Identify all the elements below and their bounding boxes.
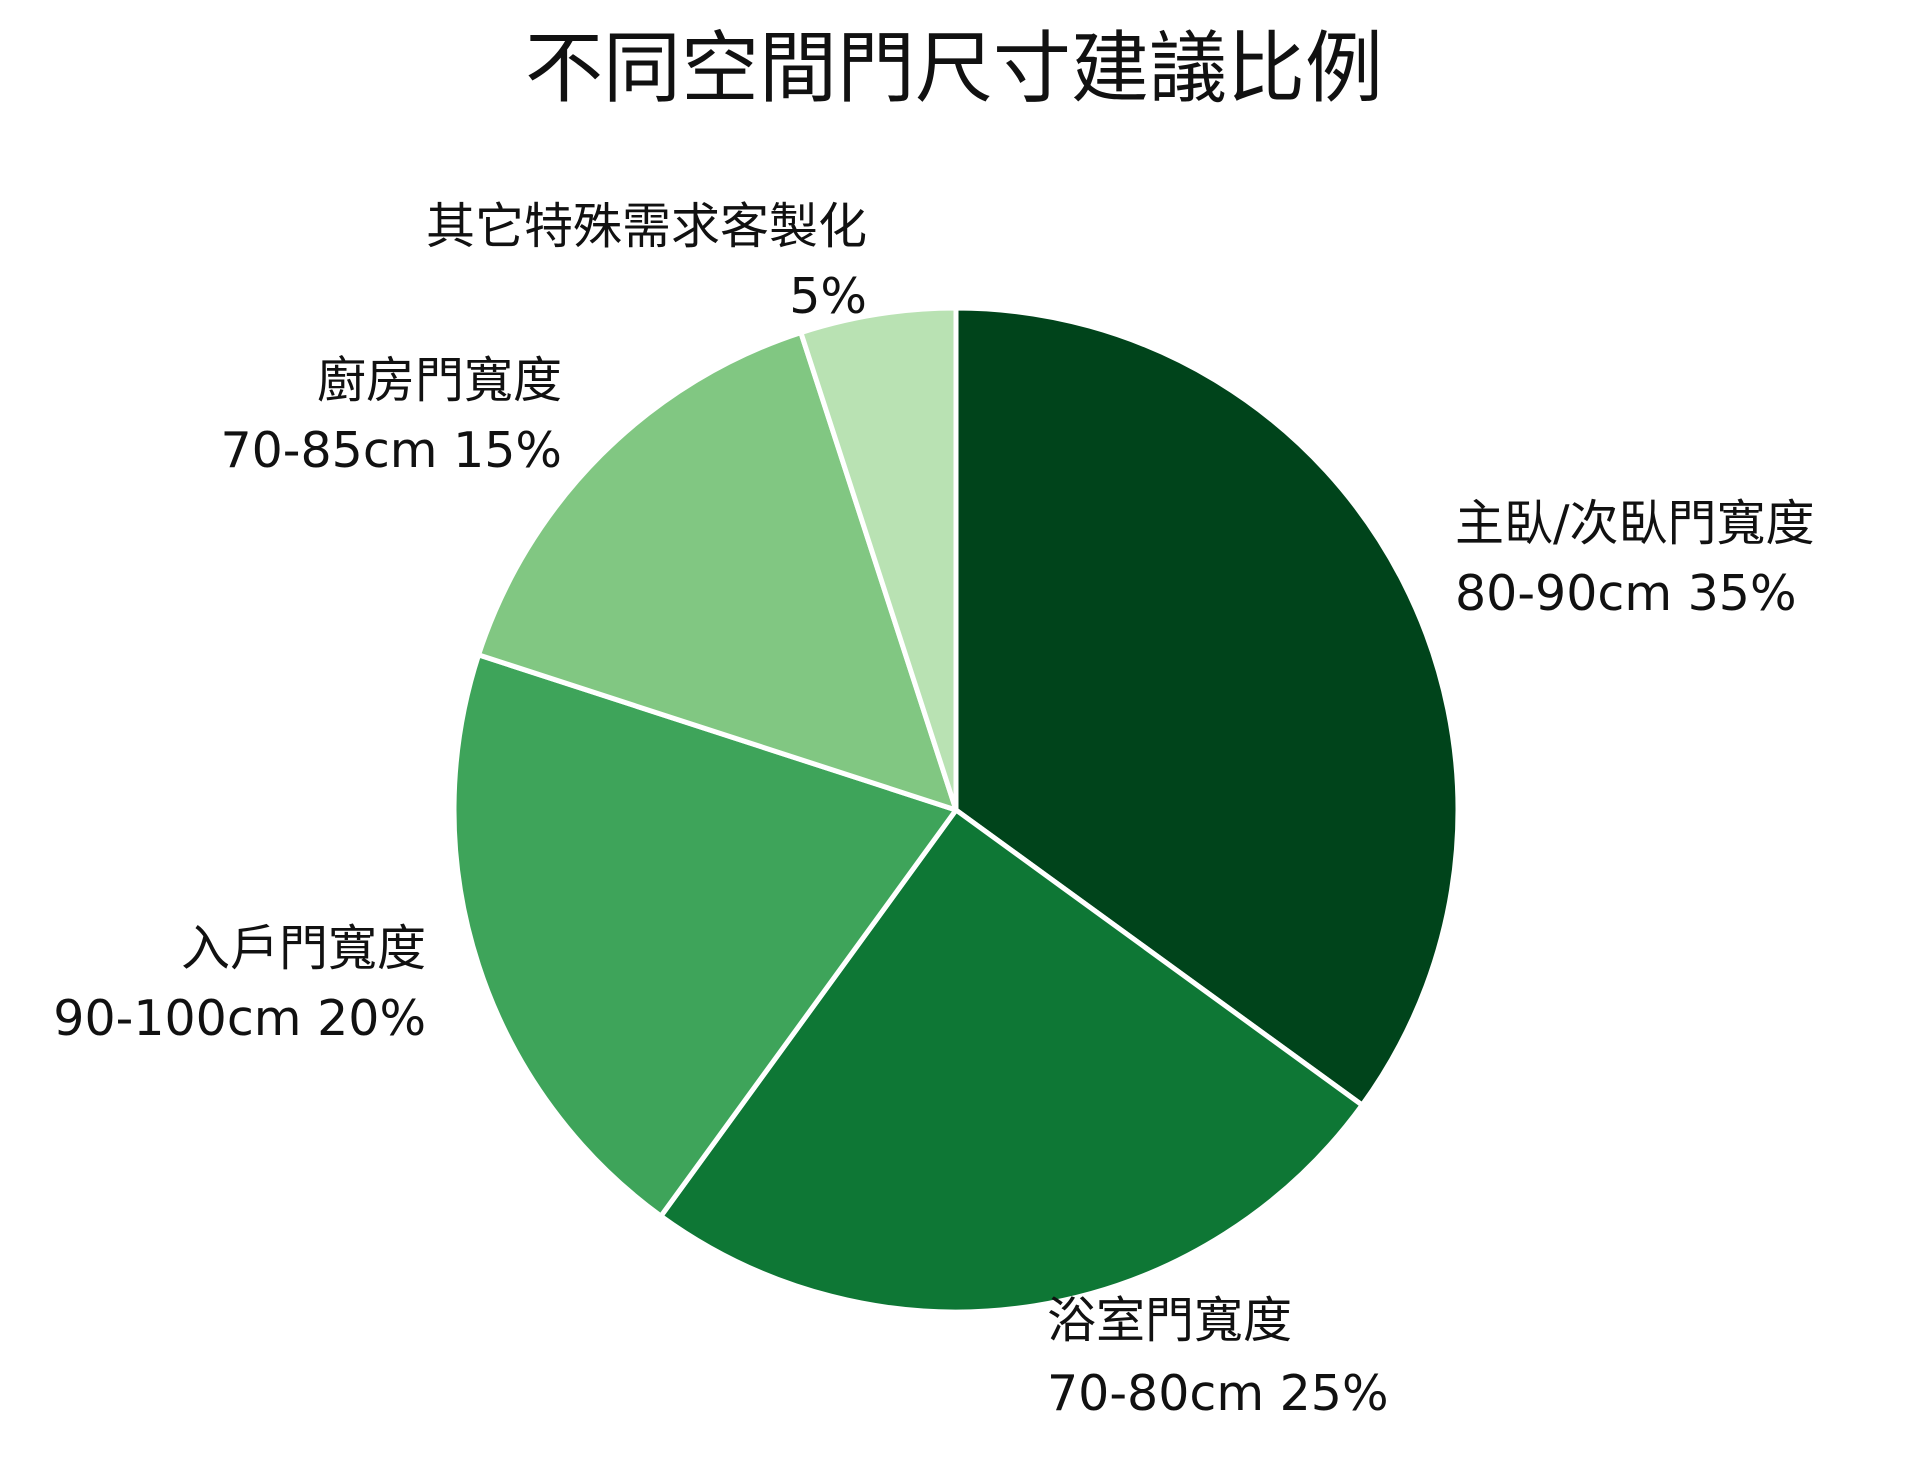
pie-slice (658, 807, 1365, 1315)
chart-title: 不同空間門尺寸建議比例 (525, 24, 1383, 114)
slice-label-value: 70-85cm 15% (220, 422, 562, 479)
pie-slice (798, 305, 959, 813)
slice-label-name: 主臥/次臥門寬度 (1455, 495, 1815, 552)
pie-slices (451, 305, 1461, 1315)
pie-slice (953, 305, 1461, 1108)
pie-slice (476, 330, 959, 813)
slice-label-name: 廚房門寬度 (317, 352, 562, 409)
pie-slice (451, 652, 959, 1219)
slice-label-name: 浴室門寬度 (1047, 1292, 1292, 1349)
slice-label-value: 5% (789, 268, 867, 325)
slice-label-name: 入戶門寬度 (181, 920, 426, 977)
pie-labels: 主臥/次臥門寬度 80-90cm 35% 浴室門寬度 70-80cm 25% 入戶門寬度… (53, 198, 1814, 1422)
slice-label-name: 其它特殊需求客製化 (426, 198, 867, 255)
slice-label-value: 80-90cm 35% (1455, 565, 1797, 622)
slice-label-value: 90-100cm 20% (53, 990, 426, 1047)
slice-label-value: 70-80cm 25% (1047, 1365, 1389, 1422)
